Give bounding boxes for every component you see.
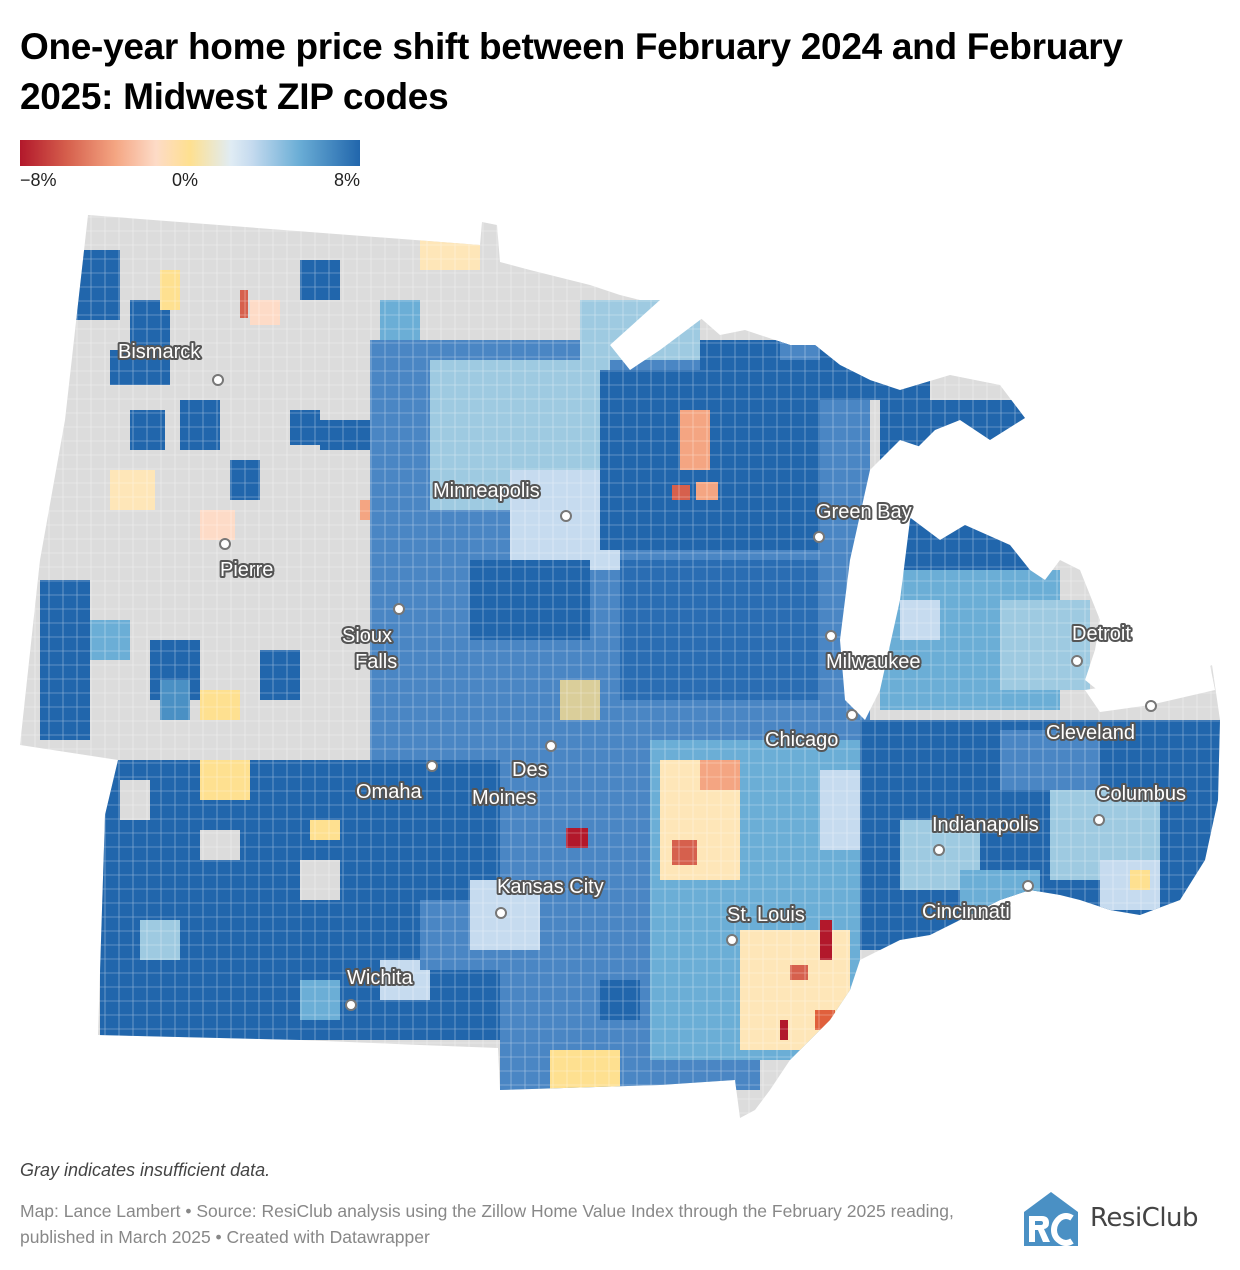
city-milwaukee[interactable]: Milwaukee (824, 630, 922, 675)
city-des-moines[interactable]: Des Moines (470, 740, 557, 811)
city-omaha[interactable]: Omaha (354, 760, 438, 805)
city-dot-icon (726, 934, 738, 946)
city-label: Wichita (347, 967, 413, 989)
great-lakes (610, 275, 1215, 720)
choropleth-map[interactable]: Bismarck Pierre Minneapolis Sioux Falls … (0, 200, 1240, 1140)
legend-min-label: −8% (20, 170, 57, 190)
city-cincinnati[interactable]: Cincinnati (920, 880, 1034, 925)
legend-gradient-bar (20, 140, 360, 166)
city-st-louis[interactable]: St. Louis (725, 902, 807, 946)
city-dot-icon (345, 999, 357, 1011)
city-label: Milwaukee (826, 651, 920, 673)
city-label: St. Louis (727, 904, 805, 926)
city-dot-icon (545, 740, 557, 752)
resiclub-house-icon (1024, 1192, 1078, 1246)
source-credit: Map: Lance Lambert • Source: ResiClub an… (20, 1201, 954, 1247)
city-dot-icon (1145, 700, 1157, 712)
chart-title: One-year home price shift between Februa… (20, 26, 1123, 117)
city-markers: Bismarck Pierre Minneapolis Sioux Falls … (116, 339, 1188, 1011)
city-dot-icon (219, 538, 231, 550)
city-dot-icon (212, 374, 224, 386)
city-label: Sioux (342, 625, 392, 647)
city-bismarck[interactable]: Bismarck (116, 339, 224, 386)
city-label: Omaha (356, 781, 422, 803)
city-dot-icon (1071, 655, 1083, 667)
city-cleveland[interactable]: Cleveland (1044, 700, 1157, 746)
city-dot-icon (825, 630, 837, 642)
city-dot-icon (813, 531, 825, 543)
city-minneapolis[interactable]: Minneapolis (431, 478, 572, 522)
brand-logo[interactable]: ResiClub (1022, 1190, 1199, 1246)
city-label: Minneapolis (433, 480, 540, 502)
city-label: Moines (472, 787, 536, 809)
city-indianapolis[interactable]: Indianapolis (930, 812, 1041, 856)
city-dot-icon (560, 510, 572, 522)
city-dot-icon (1022, 880, 1034, 892)
city-label: Indianapolis (932, 814, 1039, 836)
city-wichita[interactable]: Wichita (345, 965, 415, 1011)
city-columbus[interactable]: Columbus (1093, 781, 1188, 826)
city-label: Green Bay (816, 501, 912, 523)
city-dot-icon (933, 844, 945, 856)
city-sioux-falls[interactable]: Sioux Falls (340, 603, 405, 675)
city-detroit[interactable]: Detroit (1070, 621, 1133, 667)
city-label: Cleveland (1046, 722, 1135, 744)
legend-max-label: 8% (333, 170, 360, 190)
city-dot-icon (426, 760, 438, 772)
city-dot-icon (495, 907, 507, 919)
color-legend: −8% 0% 8% (20, 140, 360, 194)
legend-ticks: −8% 0% 8% (20, 170, 360, 194)
city-green-bay[interactable]: Green Bay (813, 499, 914, 543)
city-dot-icon (393, 603, 405, 615)
city-label: Columbus (1096, 783, 1186, 805)
city-label: Cincinnati (922, 901, 1010, 923)
brand-name: ResiClub (1090, 1203, 1199, 1233)
city-dot-icon (1093, 814, 1105, 826)
city-label: Falls (355, 651, 397, 673)
city-pierre[interactable]: Pierre (218, 538, 275, 583)
city-kansas-city[interactable]: Kansas City (495, 874, 606, 919)
city-label: Des (512, 759, 548, 781)
city-label: Kansas City (497, 876, 604, 898)
city-dot-icon (846, 709, 858, 721)
city-chicago[interactable]: Chicago (763, 709, 858, 753)
footnote: Gray indicates insufficient data. (20, 1160, 271, 1180)
city-label: Bismarck (118, 341, 201, 363)
city-label: Pierre (220, 559, 273, 581)
legend-mid-label: 0% (172, 170, 199, 190)
city-label: Chicago (765, 729, 838, 751)
city-label: Detroit (1072, 623, 1131, 645)
